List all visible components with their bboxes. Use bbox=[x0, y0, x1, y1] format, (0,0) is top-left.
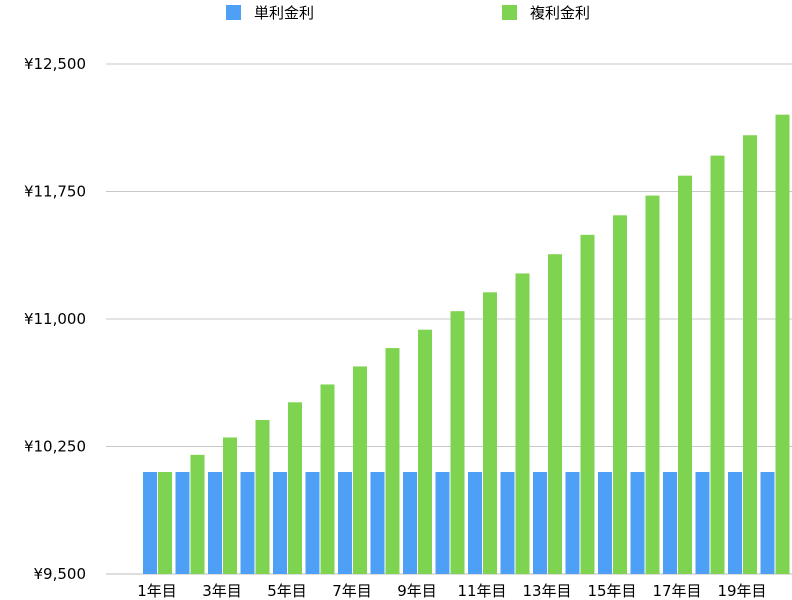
bar-simple-interest bbox=[273, 472, 287, 574]
bar-compound-interest bbox=[548, 254, 562, 575]
y-axis-tick-labels: ¥9,500 ¥10,250 ¥11,000 ¥11,750 ¥12,500 bbox=[24, 55, 86, 583]
bar-compound-interest bbox=[743, 135, 757, 575]
legend-label: 複利金利 bbox=[530, 4, 590, 22]
bar-simple-interest bbox=[338, 472, 352, 574]
bar-simple-interest bbox=[500, 472, 515, 574]
bar-compound-interest bbox=[255, 419, 270, 574]
bar-compound-interest bbox=[613, 215, 627, 575]
bar-simple-interest bbox=[663, 472, 677, 574]
x-tick-label: 5年目 bbox=[267, 582, 307, 600]
x-tick-label: 13年目 bbox=[522, 582, 571, 600]
x-axis-tick-labels: 1年目 3年目 5年目 7年目 9年目 11年目 13年目 15年目 17年目 19年目 bbox=[137, 582, 766, 600]
bar-compound-interest bbox=[320, 384, 335, 574]
bar-compound-interest bbox=[483, 292, 497, 574]
bar-compound-interest bbox=[385, 348, 400, 574]
gridlines bbox=[106, 63, 792, 575]
legend-swatch bbox=[502, 5, 517, 20]
bar-compound-interest bbox=[775, 114, 790, 574]
bar-compound-interest bbox=[223, 437, 237, 574]
bar-compound-interest bbox=[418, 329, 432, 574]
bar-simple-interest bbox=[728, 472, 742, 574]
y-tick-label: ¥11,750 bbox=[24, 183, 86, 201]
bar-simple-interest bbox=[240, 472, 255, 574]
bar-simple-interest bbox=[435, 472, 450, 574]
x-tick-label: 17年目 bbox=[652, 582, 701, 600]
legend-swatch bbox=[226, 5, 241, 20]
bar-compound-interest bbox=[645, 195, 660, 574]
bar-compound-interest bbox=[515, 273, 530, 574]
bar-simple-interest bbox=[403, 472, 417, 574]
bar-simple-interest bbox=[598, 472, 612, 574]
bar-compound-interest bbox=[450, 311, 465, 574]
bar-compound-interest bbox=[288, 402, 302, 574]
bar-simple-interest bbox=[305, 472, 320, 574]
y-tick-label: ¥9,500 bbox=[34, 565, 87, 583]
bar-compound-interest bbox=[158, 472, 172, 574]
x-tick-label: 11年目 bbox=[457, 582, 506, 600]
bar-compound-interest bbox=[580, 234, 595, 574]
bar-simple-interest bbox=[533, 472, 547, 574]
y-tick-label: ¥10,250 bbox=[24, 438, 86, 456]
bars bbox=[143, 114, 790, 575]
bar-simple-interest bbox=[208, 472, 222, 574]
x-tick-label: 1年目 bbox=[137, 582, 177, 600]
bar-compound-interest bbox=[190, 454, 205, 574]
x-tick-label: 19年目 bbox=[717, 582, 766, 600]
bar-simple-interest bbox=[565, 472, 580, 574]
x-tick-label: 15年目 bbox=[587, 582, 636, 600]
x-tick-label: 7年目 bbox=[332, 582, 372, 600]
bar-simple-interest bbox=[370, 472, 385, 574]
bar-simple-interest bbox=[695, 472, 710, 574]
bar-simple-interest bbox=[143, 472, 157, 574]
x-tick-label: 9年目 bbox=[397, 582, 437, 600]
bar-compound-interest bbox=[353, 366, 367, 574]
bar-simple-interest bbox=[468, 472, 482, 574]
bar-simple-interest bbox=[630, 472, 645, 574]
bar-compound-interest bbox=[678, 175, 692, 574]
bar-compound-interest bbox=[710, 155, 725, 574]
y-tick-label: ¥12,500 bbox=[24, 55, 86, 73]
y-tick-label: ¥11,000 bbox=[24, 310, 86, 328]
legend: 単利金利 複利金利 bbox=[226, 4, 590, 22]
legend-label: 単利金利 bbox=[254, 4, 314, 22]
x-tick-label: 3年目 bbox=[202, 582, 242, 600]
bar-simple-interest bbox=[760, 472, 775, 574]
bar-simple-interest bbox=[175, 472, 190, 574]
